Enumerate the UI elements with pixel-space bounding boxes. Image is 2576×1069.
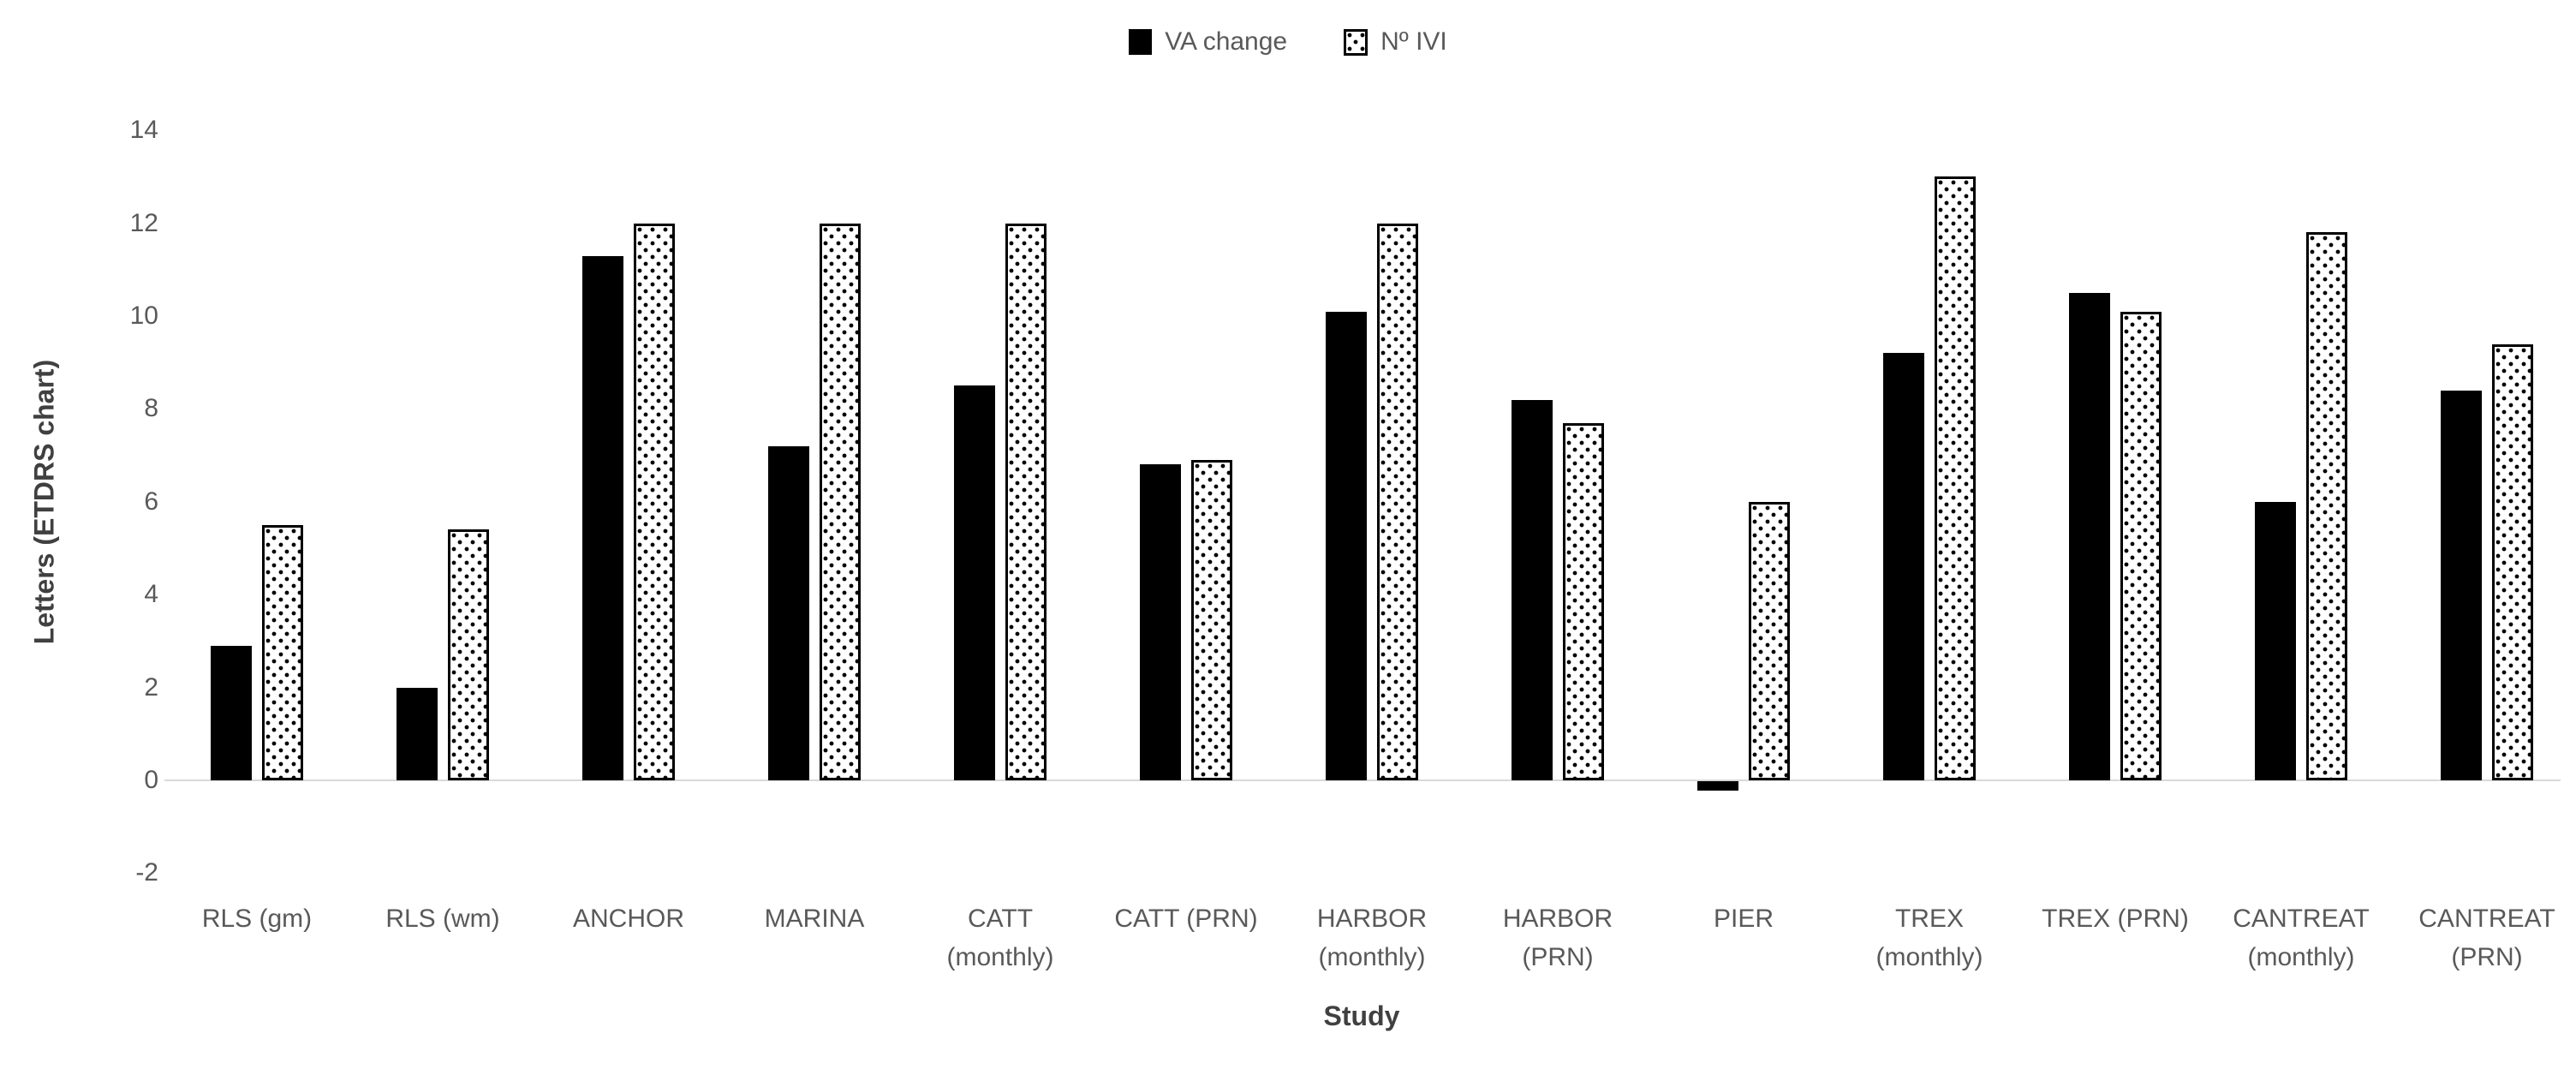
y-tick-label-12: 12 <box>129 208 158 237</box>
bar-va-change-marina <box>768 445 809 780</box>
x-category-label-line: RLS (wm) <box>385 905 500 933</box>
x-category-label-rls-gm: RLS (gm) <box>154 899 360 938</box>
x-category-label-line: PIER <box>1713 905 1774 933</box>
x-category-label-line: (monthly) <box>1875 943 1983 971</box>
x-category-label-trex-monthly: TREX (monthly) <box>1827 899 2032 976</box>
bar-va-change-trex-prn <box>2069 292 2110 780</box>
x-axis-title: Study <box>1323 1000 1400 1031</box>
legend-label-va-change: VA change <box>1165 27 1288 56</box>
x-axis-line <box>164 779 2561 781</box>
x-category-label-marina: MARINA <box>712 899 917 938</box>
x-category-label-anchor: ANCHOR <box>526 899 731 938</box>
bar-n-ivi-anchor <box>634 223 675 780</box>
bar-va-change-cantreat-prn <box>2441 390 2482 780</box>
x-category-label-line: (PRN) <box>1522 943 1594 971</box>
y-tick-label-4: 4 <box>144 580 158 609</box>
x-category-label-trex-prn: TREX (PRN) <box>2012 899 2218 938</box>
bar-n-ivi-pier <box>1749 501 1790 780</box>
x-category-label-line: TREX (PRN) <box>2042 905 2189 933</box>
bar-va-change-harbor-prn <box>1512 399 1553 780</box>
x-category-label-line: CATT (PRN) <box>1114 905 1258 933</box>
bar-n-ivi-marina <box>820 223 861 780</box>
bar-n-ivi-cantreat-prn <box>2492 343 2533 780</box>
bar-n-ivi-rls-gm <box>262 524 303 780</box>
x-category-label-line: RLS (gm) <box>201 905 313 933</box>
bar-va-change-anchor <box>582 255 623 780</box>
legend-item-n-ivi: Nº IVI <box>1344 27 1447 57</box>
legend-swatch-dotted-icon <box>1344 28 1368 56</box>
bar-va-change-cantreat-monthly <box>2255 501 2296 780</box>
legend-swatch-solid-icon <box>1129 29 1153 55</box>
y-tick-label-0: 0 <box>144 766 158 794</box>
bar-va-change-trex-monthly <box>1883 353 1924 780</box>
x-category-label-line: CATT <box>967 905 1034 933</box>
bar-va-change-rls-wm <box>397 687 438 780</box>
y-tick-label-8: 8 <box>144 394 158 423</box>
x-category-label-cantreat-prn: CANTREAT (PRN) <box>2384 899 2576 976</box>
x-category-label-line: MARINA <box>764 905 865 933</box>
bar-va-change-harbor-monthly <box>1326 311 1367 780</box>
legend-item-va-change: VA change <box>1129 27 1287 57</box>
x-category-label-line: (PRN) <box>2451 943 2523 971</box>
x-category-label-catt-monthly: CATT (monthly) <box>897 899 1103 976</box>
x-category-label-line: (monthly) <box>1318 943 1426 971</box>
x-category-label-line: (monthly) <box>946 943 1054 971</box>
bar-n-ivi-catt-prn <box>1191 460 1232 780</box>
bar-va-change-catt-prn <box>1140 464 1181 780</box>
x-category-label-line: HARBOR <box>1502 905 1613 933</box>
x-category-label-harbor-monthly: HARBOR (monthly) <box>1269 899 1475 976</box>
x-category-label-pier: PIER <box>1641 899 1846 938</box>
x-category-label-line: HARBOR <box>1316 905 1428 933</box>
y-tick-label-14: 14 <box>129 116 158 145</box>
bar-va-change-rls-gm <box>211 645 252 780</box>
chart-legend: VA change Nº IVI <box>0 27 2576 57</box>
bar-n-ivi-trex-prn <box>2120 311 2162 780</box>
y-tick-label--2: -2 <box>135 858 158 887</box>
x-category-label-rls-wm: RLS (wm) <box>340 899 546 938</box>
legend-label-n-ivi: Nº IVI <box>1380 27 1447 56</box>
bar-n-ivi-rls-wm <box>448 529 489 780</box>
bar-n-ivi-catt-monthly <box>1005 223 1046 780</box>
y-tick-label-10: 10 <box>129 302 158 330</box>
x-category-label-line: ANCHOR <box>572 905 684 933</box>
bar-va-change-pier <box>1697 781 1738 791</box>
x-category-label-catt-prn: CATT (PRN) <box>1083 899 1289 938</box>
bar-va-change-catt-monthly <box>954 385 995 780</box>
bar-n-ivi-harbor-monthly <box>1377 223 1418 780</box>
bar-n-ivi-harbor-prn <box>1563 422 1604 780</box>
x-category-label-line: TREX <box>1894 905 1964 933</box>
y-axis-title: Letters (ETDRS chart) <box>28 359 60 645</box>
bar-n-ivi-cantreat-monthly <box>2306 232 2347 780</box>
y-tick-label-2: 2 <box>144 672 158 702</box>
x-category-label-line: CANTREAT <box>2418 905 2555 933</box>
x-category-label-harbor-prn: HARBOR (PRN) <box>1455 899 1661 976</box>
bar-n-ivi-trex-monthly <box>1935 176 1976 780</box>
x-category-label-line: (monthly) <box>2247 943 2355 971</box>
x-category-label-cantreat-monthly: CANTREAT (monthly) <box>2198 899 2404 976</box>
y-tick-label-6: 6 <box>144 487 158 516</box>
x-category-label-line: CANTREAT <box>2233 905 2370 933</box>
